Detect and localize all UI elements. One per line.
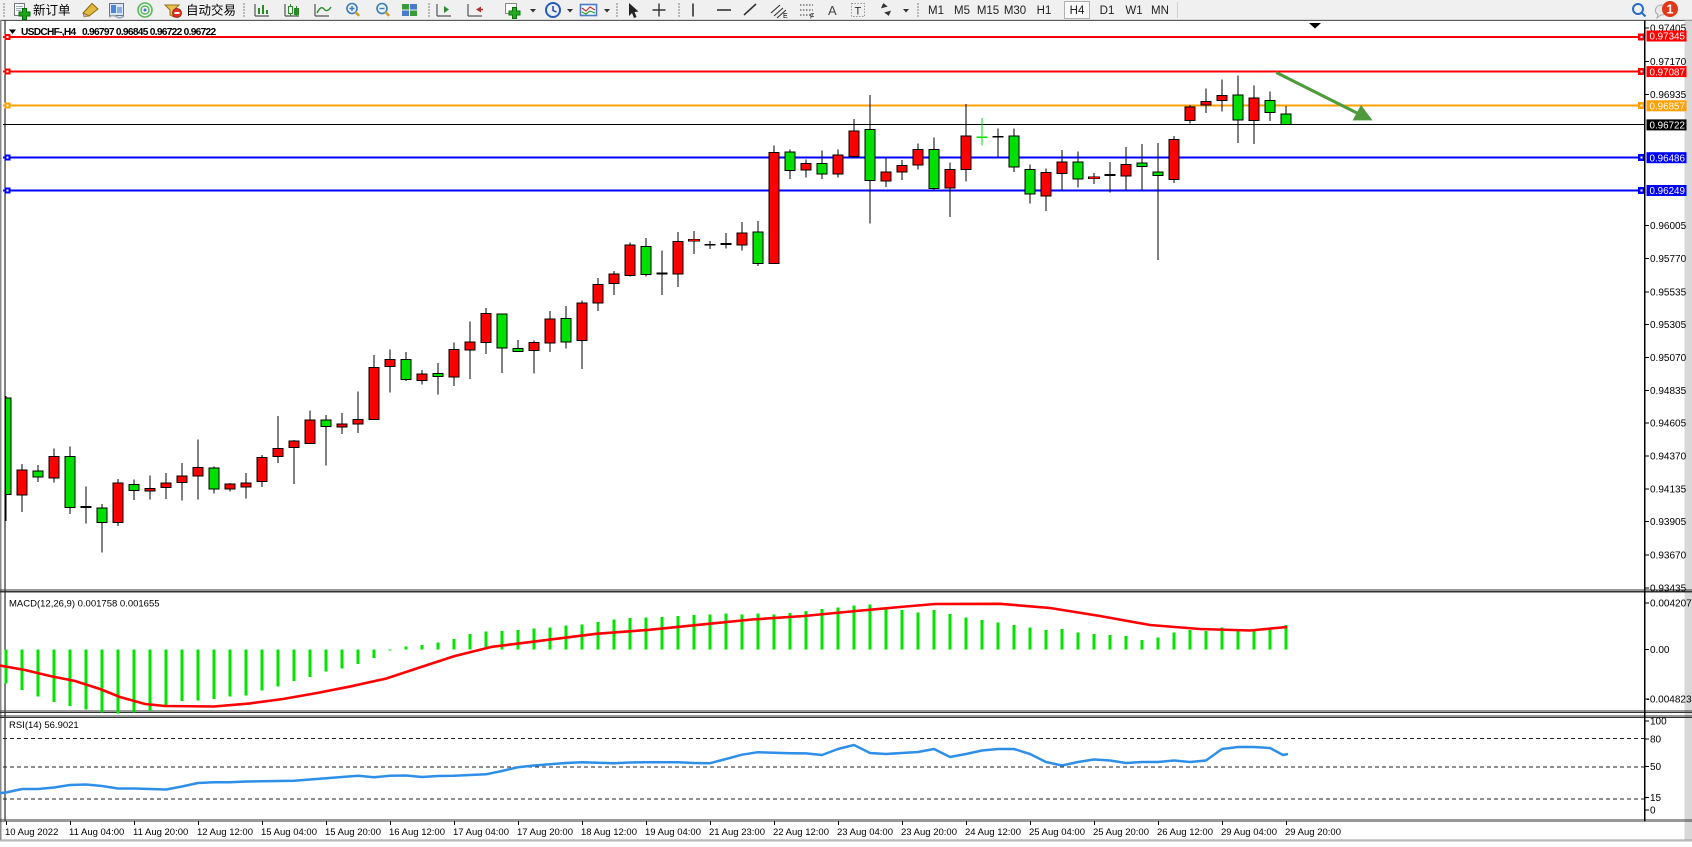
svg-text:10 Aug 2022: 10 Aug 2022	[5, 827, 58, 838]
svg-text:0.95070: 0.95070	[1650, 353, 1687, 364]
svg-text:D1: D1	[1100, 5, 1115, 17]
svg-text:12 Aug 12:00: 12 Aug 12:00	[197, 827, 253, 838]
svg-text:29 Aug 04:00: 29 Aug 04:00	[1221, 827, 1277, 838]
svg-text:MACD(12,26,9) 0.001758 0.00165: MACD(12,26,9) 0.001758 0.001655	[9, 599, 160, 610]
svg-text:15 Aug 04:00: 15 Aug 04:00	[261, 827, 317, 838]
svg-text:MN: MN	[1151, 5, 1169, 17]
svg-text:-0.004823: -0.004823	[1647, 695, 1692, 706]
svg-text:0.96005: 0.96005	[1650, 221, 1687, 232]
svg-text:18 Aug 12:00: 18 Aug 12:00	[581, 827, 637, 838]
svg-text:100: 100	[1650, 717, 1667, 728]
svg-text:T: T	[855, 6, 862, 18]
svg-text:0.96857: 0.96857	[1650, 102, 1685, 113]
svg-text:0.95770: 0.95770	[1650, 254, 1687, 265]
svg-text:80: 80	[1650, 735, 1662, 746]
svg-text:M1: M1	[928, 5, 944, 17]
svg-text:50: 50	[1650, 762, 1662, 773]
svg-text:M5: M5	[954, 5, 970, 17]
svg-text:0.97087: 0.97087	[1650, 67, 1685, 78]
svg-text:0.93435: 0.93435	[1650, 583, 1687, 594]
svg-text:0.96722: 0.96722	[1650, 121, 1685, 132]
svg-text:0.96249: 0.96249	[1650, 186, 1685, 197]
svg-text:26 Aug 12:00: 26 Aug 12:00	[1157, 827, 1213, 838]
svg-text:0.93670: 0.93670	[1650, 550, 1687, 561]
svg-text:19 Aug 04:00: 19 Aug 04:00	[645, 827, 701, 838]
svg-text:0.96935: 0.96935	[1650, 90, 1687, 101]
svg-text:0.94370: 0.94370	[1650, 452, 1687, 463]
svg-text:22 Aug 12:00: 22 Aug 12:00	[773, 827, 829, 838]
svg-text:W1: W1	[1125, 5, 1142, 17]
svg-text:11 Aug 20:00: 11 Aug 20:00	[133, 827, 188, 838]
svg-text:H1: H1	[1037, 5, 1052, 17]
svg-text:23 Aug 20:00: 23 Aug 20:00	[901, 827, 957, 838]
svg-text:0.94835: 0.94835	[1650, 386, 1687, 397]
svg-text:15: 15	[1650, 793, 1662, 804]
svg-text:0.93905: 0.93905	[1650, 517, 1687, 528]
svg-text:0: 0	[1650, 806, 1656, 817]
svg-text:29 Aug 20:00: 29 Aug 20:00	[1285, 827, 1341, 838]
svg-text:23 Aug 04:00: 23 Aug 04:00	[837, 827, 893, 838]
svg-text:21 Aug 23:00: 21 Aug 23:00	[709, 827, 765, 838]
svg-text:0.95305: 0.95305	[1650, 320, 1687, 331]
svg-text:25 Aug 04:00: 25 Aug 04:00	[1029, 827, 1085, 838]
svg-text:RSI(14) 56.9021: RSI(14) 56.9021	[9, 720, 79, 731]
svg-text:25 Aug 20:00: 25 Aug 20:00	[1093, 827, 1149, 838]
svg-text:11 Aug 04:00: 11 Aug 04:00	[69, 827, 124, 838]
svg-text:0.95535: 0.95535	[1650, 287, 1687, 298]
svg-text:E: E	[783, 13, 788, 20]
svg-text:24 Aug 12:00: 24 Aug 12:00	[965, 827, 1021, 838]
svg-text:0.004207: 0.004207	[1650, 599, 1692, 610]
svg-text:M30: M30	[1004, 5, 1026, 17]
svg-text:F: F	[810, 14, 814, 21]
svg-text:1: 1	[1667, 3, 1674, 17]
svg-text:M15: M15	[977, 5, 999, 17]
svg-text:0.96486: 0.96486	[1650, 153, 1686, 164]
svg-text:H4: H4	[1070, 5, 1085, 17]
svg-text:新订单: 新订单	[33, 3, 71, 18]
svg-text:A: A	[828, 3, 837, 18]
svg-text:15 Aug 20:00: 15 Aug 20:00	[325, 827, 381, 838]
svg-text:自动交易: 自动交易	[186, 3, 236, 18]
svg-text:0.00: 0.00	[1650, 645, 1670, 656]
svg-text:0.97345: 0.97345	[1650, 32, 1686, 43]
svg-text:0.94135: 0.94135	[1650, 485, 1687, 496]
svg-text:0.94605: 0.94605	[1650, 419, 1687, 430]
svg-text:17 Aug 04:00: 17 Aug 04:00	[453, 827, 509, 838]
svg-text:17 Aug 20:00: 17 Aug 20:00	[517, 827, 573, 838]
svg-text:16 Aug 12:00: 16 Aug 12:00	[389, 827, 445, 838]
